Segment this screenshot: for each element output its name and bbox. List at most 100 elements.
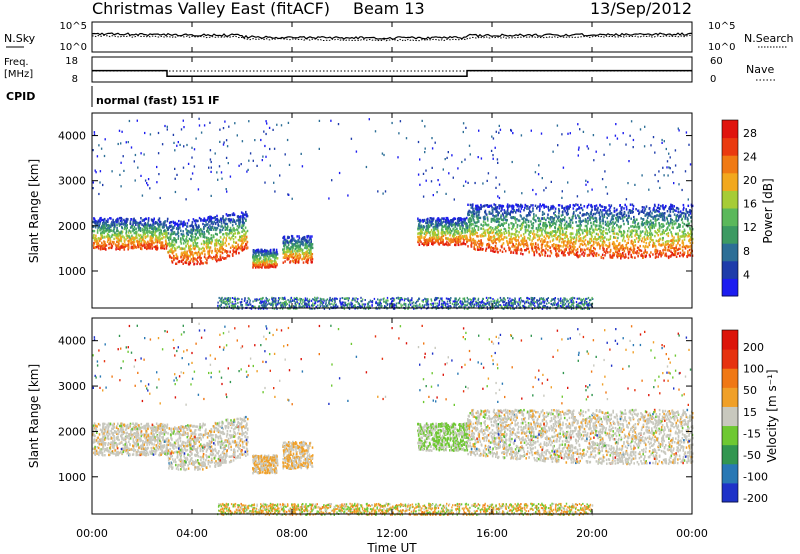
scatter-cell — [206, 227, 209, 230]
scatter-cell — [282, 236, 284, 240]
scatter-cell — [173, 232, 176, 235]
scatter-cell — [646, 231, 649, 235]
scatter-cell — [293, 239, 296, 243]
scatter-cell — [603, 213, 605, 216]
scatter-cell — [675, 239, 678, 242]
scatter-cell — [310, 244, 313, 248]
scatter-cell — [545, 223, 548, 227]
scatter-cell — [655, 255, 657, 258]
scatter-cell — [126, 243, 128, 247]
scatter-cell — [637, 222, 640, 225]
scatter-cell — [561, 219, 563, 223]
scatter-cell — [512, 216, 515, 219]
scatter-cell — [97, 237, 100, 240]
scatter-cell — [494, 232, 497, 235]
scatter-cell — [417, 232, 419, 235]
scatter-cell — [298, 253, 300, 257]
scatter-cell — [133, 241, 136, 244]
scatter-cell — [106, 227, 109, 230]
scatter-cell — [594, 253, 597, 257]
scatter-cell — [613, 254, 615, 257]
scatter-cell — [597, 233, 599, 236]
scatter-cell — [580, 203, 582, 207]
scatter-cell — [161, 246, 163, 249]
scatter-cell — [127, 243, 130, 246]
scatter-cell — [165, 236, 167, 239]
scatter-cell — [595, 219, 598, 222]
scatter-cell — [150, 237, 153, 240]
scatter-cell — [677, 207, 680, 211]
scatter-cell — [152, 221, 154, 224]
scatter-cell — [163, 223, 166, 227]
scatter-cell — [180, 220, 182, 223]
scatter-cell — [117, 242, 120, 246]
scatter-cell — [186, 242, 189, 245]
scatter-cell — [267, 264, 270, 268]
scatter-cell — [433, 227, 436, 230]
scatter-cell — [538, 227, 540, 230]
scatter-cell — [579, 228, 582, 231]
scatter-cell — [452, 224, 454, 227]
scatter-cell — [422, 225, 425, 228]
scatter-cell — [582, 219, 585, 222]
scatter-cell — [590, 226, 593, 229]
scatter-cell — [669, 220, 672, 223]
scatter-cell — [163, 236, 165, 239]
scatter-cell — [617, 254, 619, 257]
scatter-cell — [195, 251, 197, 255]
scatter-cell — [541, 245, 543, 248]
scatter-cell — [493, 203, 495, 206]
scatter-cell — [578, 207, 580, 210]
scatter-cell — [646, 245, 649, 249]
scatter-cell — [226, 251, 228, 254]
scatter-cell — [689, 251, 692, 255]
scatter-cell — [207, 217, 209, 220]
scatter-cell — [675, 218, 677, 221]
scatter-cell — [628, 235, 631, 238]
scatter-cell — [244, 226, 247, 229]
scatter-cell — [254, 264, 256, 267]
scatter-cell — [478, 245, 481, 248]
scatter-cell — [652, 208, 655, 211]
scatter-cell — [433, 226, 436, 229]
nsearch-tick-bottom: 10^0 — [708, 42, 735, 53]
scatter-cell — [217, 249, 220, 252]
scatter-cell — [234, 232, 236, 235]
scatter-cell — [596, 228, 598, 231]
scatter-cell — [637, 255, 639, 258]
scatter-cell — [627, 211, 630, 214]
scatter-cell — [139, 229, 142, 232]
scatter-cell — [424, 240, 427, 244]
scatter-cell — [146, 231, 149, 234]
scatter-cell — [294, 247, 297, 251]
scatter-cell — [215, 257, 217, 260]
scatter-cell — [654, 204, 656, 208]
scatter-cell — [453, 230, 456, 233]
scatter-cell — [144, 241, 147, 244]
scatter-cell — [616, 212, 619, 216]
scatter-cell — [675, 244, 678, 247]
scatter-cell — [292, 252, 295, 256]
scatter-cell — [530, 226, 533, 230]
scatter-cell — [483, 230, 486, 234]
scatter-cell — [584, 224, 587, 228]
scatter-cell — [599, 209, 602, 212]
scatter-cell — [289, 255, 291, 258]
scatter-cell — [681, 249, 684, 252]
scatter-cell — [221, 246, 223, 249]
scatter-cell — [492, 239, 495, 242]
scatter-cell — [629, 248, 631, 251]
scatter-cell — [129, 220, 132, 223]
scatter-cell — [490, 246, 493, 249]
scatter-cell — [219, 229, 222, 232]
scatter-cell — [689, 209, 691, 212]
scatter-cell — [154, 240, 157, 244]
scatter-cell — [469, 230, 471, 233]
scatter-cell — [575, 236, 578, 239]
scatter-cell — [151, 244, 153, 248]
scatter-cell — [170, 220, 173, 224]
scatter-cell — [526, 241, 528, 245]
scatter-cell — [567, 205, 569, 208]
scatter-cell — [102, 247, 104, 250]
scatter-cell — [116, 244, 118, 247]
